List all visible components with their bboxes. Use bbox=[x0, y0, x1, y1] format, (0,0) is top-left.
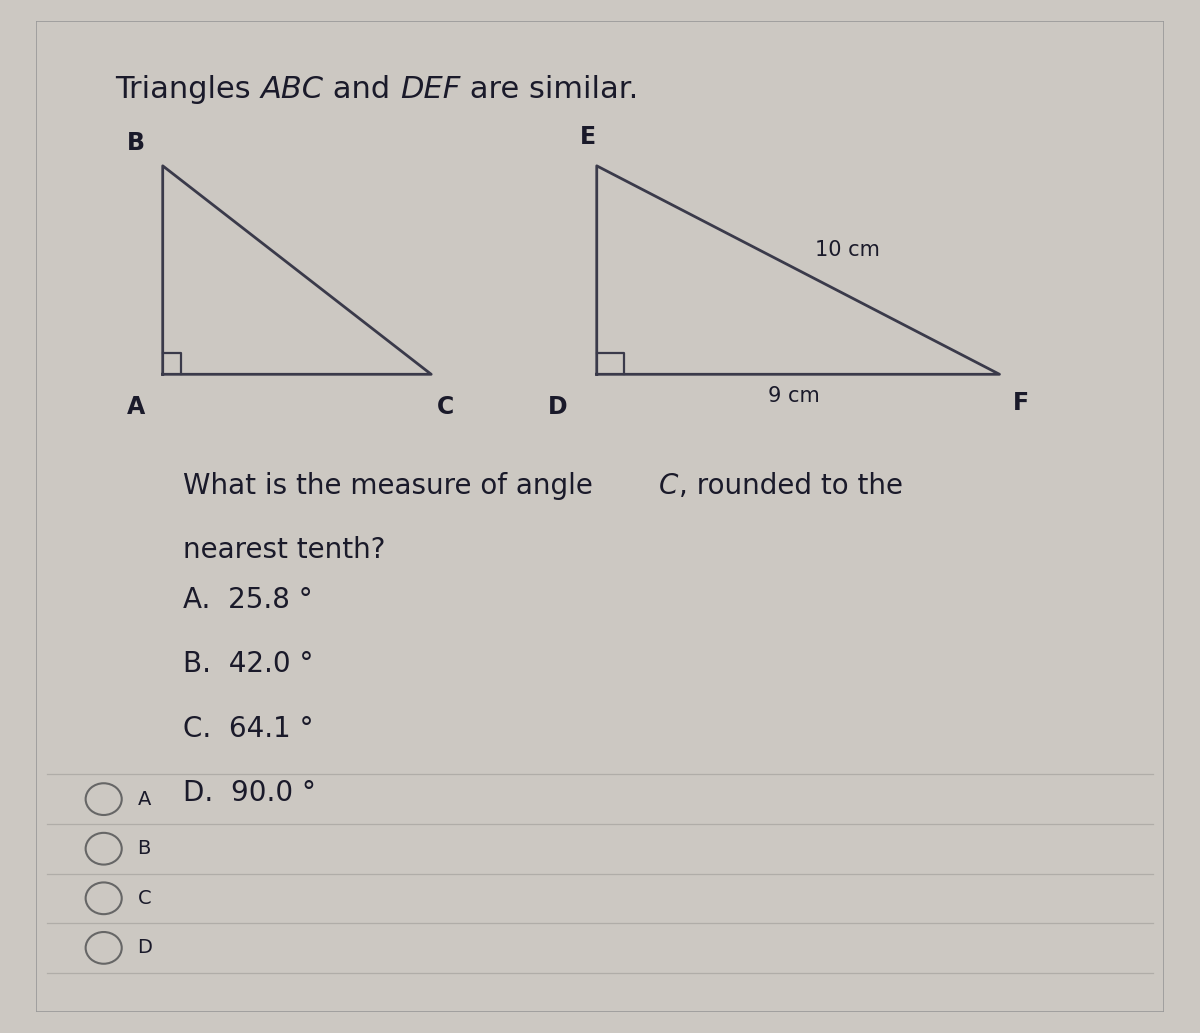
Text: A: A bbox=[138, 789, 151, 809]
Text: 9 cm: 9 cm bbox=[768, 386, 820, 406]
Text: are similar.: are similar. bbox=[461, 75, 638, 104]
Text: nearest tenth?: nearest tenth? bbox=[182, 536, 385, 564]
Text: C.  64.1 °: C. 64.1 ° bbox=[182, 715, 313, 743]
Text: 10 cm: 10 cm bbox=[815, 240, 880, 260]
Text: E: E bbox=[580, 125, 596, 149]
Text: B.  42.0 °: B. 42.0 ° bbox=[182, 651, 313, 679]
Text: ABC: ABC bbox=[260, 75, 323, 104]
Text: B: B bbox=[127, 131, 145, 155]
Text: Triangles: Triangles bbox=[115, 75, 260, 104]
Text: D: D bbox=[547, 396, 568, 419]
Text: C: C bbox=[659, 472, 678, 500]
Text: and: and bbox=[323, 75, 401, 104]
Text: D.  90.0 °: D. 90.0 ° bbox=[182, 779, 316, 808]
Text: A: A bbox=[127, 396, 145, 419]
Text: B: B bbox=[138, 839, 151, 858]
Text: F: F bbox=[1013, 390, 1028, 415]
Text: C: C bbox=[138, 888, 151, 908]
Text: A.  25.8 °: A. 25.8 ° bbox=[182, 586, 312, 614]
Text: What is the measure of angle: What is the measure of angle bbox=[182, 472, 601, 500]
Text: C: C bbox=[437, 396, 455, 419]
Text: D: D bbox=[138, 938, 152, 958]
Text: , rounded to the: , rounded to the bbox=[679, 472, 902, 500]
Text: DEF: DEF bbox=[401, 75, 461, 104]
